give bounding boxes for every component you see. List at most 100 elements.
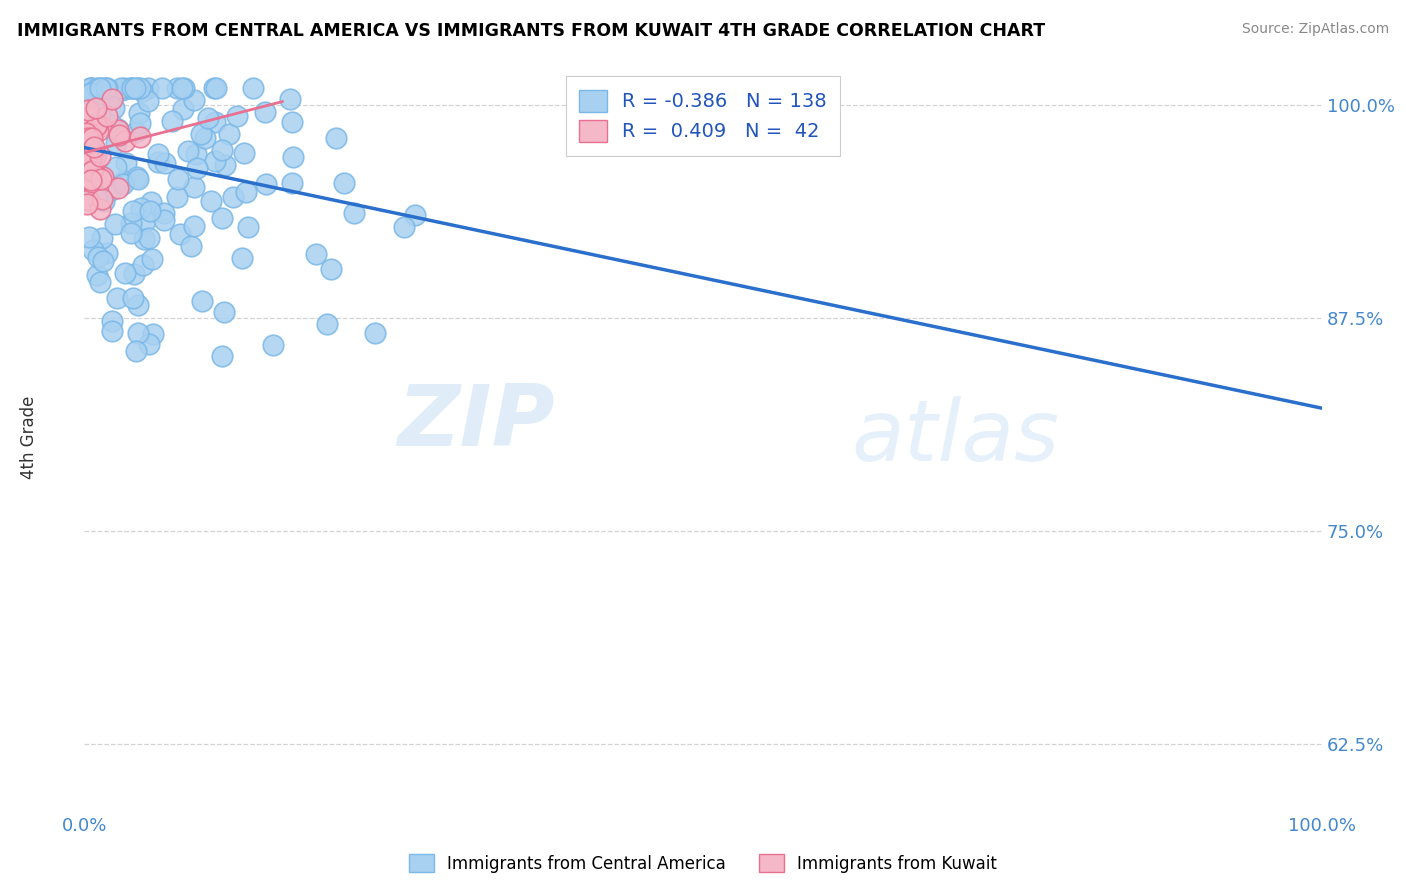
Point bbox=[86, 168, 108, 182]
Point bbox=[96, 246, 118, 260]
Point bbox=[105, 136, 128, 151]
Point bbox=[128, 116, 150, 130]
Point bbox=[124, 81, 146, 95]
Point bbox=[115, 156, 138, 170]
Point bbox=[112, 174, 135, 188]
Legend: R = -0.386   N = 138, R =  0.409   N =  42: R = -0.386 N = 138, R = 0.409 N = 42 bbox=[565, 76, 841, 156]
Point bbox=[121, 291, 143, 305]
Point bbox=[94, 81, 117, 95]
Point bbox=[141, 252, 163, 267]
Point bbox=[242, 81, 264, 95]
Point bbox=[80, 164, 103, 178]
Point bbox=[121, 204, 143, 219]
Point bbox=[93, 254, 115, 268]
Point bbox=[84, 147, 107, 161]
Point bbox=[176, 145, 198, 159]
Text: IMMIGRANTS FROM CENTRAL AMERICA VS IMMIGRANTS FROM KUWAIT 4TH GRADE CORRELATION : IMMIGRANTS FROM CENTRAL AMERICA VS IMMIG… bbox=[17, 22, 1045, 40]
Point bbox=[183, 219, 205, 233]
Point bbox=[90, 119, 112, 133]
Point bbox=[325, 131, 347, 145]
Point bbox=[166, 190, 188, 204]
Point bbox=[214, 158, 236, 172]
Point bbox=[305, 247, 328, 261]
Point bbox=[172, 102, 194, 116]
Point bbox=[138, 81, 160, 95]
Point bbox=[110, 81, 132, 95]
Point bbox=[166, 172, 188, 186]
Point bbox=[84, 169, 107, 184]
Point bbox=[202, 81, 225, 95]
Point bbox=[82, 161, 104, 176]
Point bbox=[101, 324, 124, 338]
Point bbox=[75, 120, 97, 135]
Point bbox=[253, 104, 276, 119]
Point bbox=[89, 149, 111, 163]
Point bbox=[226, 109, 249, 123]
Point bbox=[77, 229, 100, 244]
Point bbox=[114, 266, 136, 280]
Text: atlas: atlas bbox=[852, 395, 1060, 479]
Point bbox=[91, 170, 114, 185]
Point bbox=[103, 101, 125, 115]
Point bbox=[211, 349, 233, 363]
Point bbox=[77, 103, 100, 117]
Point bbox=[125, 125, 148, 139]
Point bbox=[89, 275, 111, 289]
Point bbox=[169, 227, 191, 242]
Point bbox=[80, 81, 103, 95]
Point bbox=[343, 206, 366, 220]
Point bbox=[82, 243, 104, 257]
Point bbox=[75, 158, 97, 172]
Point bbox=[76, 193, 98, 207]
Point bbox=[200, 194, 222, 208]
Point bbox=[254, 177, 277, 191]
Point bbox=[104, 217, 127, 231]
Point bbox=[121, 81, 143, 95]
Point bbox=[108, 128, 131, 143]
Point bbox=[180, 239, 202, 253]
Point bbox=[101, 314, 124, 328]
Point bbox=[90, 192, 112, 206]
Point bbox=[80, 173, 103, 187]
Point bbox=[107, 123, 129, 137]
Point bbox=[363, 326, 385, 340]
Text: ZIP: ZIP bbox=[396, 381, 554, 464]
Text: Source: ZipAtlas.com: Source: ZipAtlas.com bbox=[1241, 22, 1389, 37]
Point bbox=[139, 203, 162, 218]
Point bbox=[124, 267, 146, 281]
Point bbox=[404, 208, 426, 222]
Point bbox=[86, 101, 108, 115]
Point bbox=[204, 115, 226, 129]
Point bbox=[132, 258, 155, 272]
Point bbox=[281, 151, 304, 165]
Point bbox=[212, 305, 235, 319]
Point bbox=[82, 145, 104, 160]
Point bbox=[105, 160, 128, 174]
Point bbox=[278, 92, 301, 106]
Point bbox=[76, 174, 98, 188]
Point bbox=[77, 154, 100, 169]
Point bbox=[84, 150, 107, 164]
Point bbox=[86, 192, 108, 206]
Point bbox=[96, 109, 118, 123]
Point bbox=[96, 81, 118, 95]
Point bbox=[128, 130, 150, 145]
Point bbox=[186, 161, 208, 175]
Point bbox=[127, 326, 149, 340]
Point bbox=[231, 251, 253, 265]
Point bbox=[138, 230, 160, 244]
Point bbox=[211, 143, 233, 157]
Point bbox=[235, 185, 257, 199]
Point bbox=[121, 81, 143, 95]
Point bbox=[125, 343, 148, 358]
Point bbox=[97, 93, 120, 107]
Point bbox=[155, 155, 177, 169]
Point bbox=[107, 181, 129, 195]
Point bbox=[232, 146, 254, 161]
Point bbox=[86, 117, 108, 131]
Point bbox=[100, 183, 122, 197]
Point bbox=[86, 123, 108, 137]
Point bbox=[83, 140, 105, 154]
Legend: Immigrants from Central America, Immigrants from Kuwait: Immigrants from Central America, Immigra… bbox=[402, 847, 1004, 880]
Point bbox=[127, 297, 149, 311]
